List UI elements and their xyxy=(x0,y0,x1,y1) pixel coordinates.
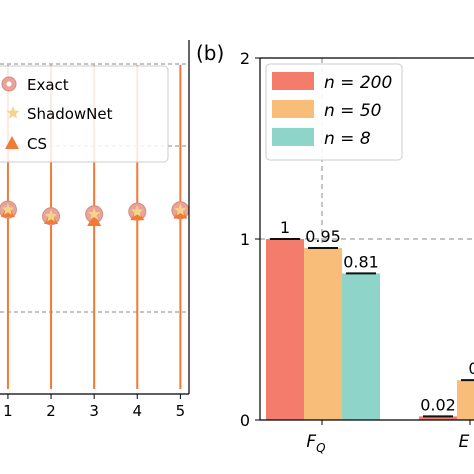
legend-exact-label: Exact xyxy=(27,76,69,94)
y-tick-label: 2 xyxy=(240,49,250,68)
legend-swatch xyxy=(272,72,314,90)
legend-label: n = 50 xyxy=(324,101,381,121)
bar-value-label: 0. xyxy=(468,359,474,378)
legend-label: n = 8 xyxy=(324,129,371,149)
x-category-main: E xyxy=(459,432,470,452)
shadownet-point xyxy=(87,207,101,220)
legend-swatch xyxy=(272,128,314,146)
x-tick-label: 4 xyxy=(132,402,142,420)
panel-b-bars: 1 0.02 0.95 0. 0.81 xyxy=(266,218,474,420)
x-tick-label: 3 xyxy=(89,402,99,420)
legend-shadownet-marker xyxy=(6,106,20,119)
bar xyxy=(266,239,304,420)
bar-value-label: 1 xyxy=(280,218,290,237)
legend-exact-marker-center xyxy=(6,81,12,87)
panel-b: (b) 1 0.02 0.95 0. 0.81 0 1 2 FQ E n = 200 n = 50… xyxy=(196,41,474,455)
panel-b-ticks: 0 1 2 FQ E xyxy=(240,49,471,455)
x-tick-label: 2 xyxy=(46,402,56,420)
x-category-main: F xyxy=(306,432,316,452)
x-category-label: E xyxy=(459,432,470,452)
x-tick-label: 5 xyxy=(176,402,186,420)
x-tick-label: 1 xyxy=(3,402,13,420)
bar-value-label: 0.81 xyxy=(343,252,379,271)
panel-b-legend[interactable]: n = 200 n = 50 n = 8 xyxy=(265,63,403,161)
shadownet-point xyxy=(1,203,15,215)
y-tick-label: 0 xyxy=(240,411,250,430)
panel-a-x-ticks: 1 2 3 4 5 xyxy=(3,394,185,420)
legend-label: n = 200 xyxy=(324,73,392,93)
y-tick-label: 1 xyxy=(240,230,250,249)
bar xyxy=(342,273,380,420)
legend-cs-label: CS xyxy=(27,135,47,153)
legend-shadownet-label: ShadowNet xyxy=(27,105,113,123)
bar-value-label: 0.95 xyxy=(305,227,341,246)
bar-value-label: 0.02 xyxy=(420,395,456,414)
shadownet-point xyxy=(131,205,144,217)
panel-a-legend[interactable]: Exact ShadowNet CS xyxy=(0,65,169,163)
x-category-subscript: Q xyxy=(316,441,325,455)
cs-point xyxy=(87,213,102,226)
shadownet-point xyxy=(174,203,187,216)
legend-swatch xyxy=(272,100,314,118)
legend-frame xyxy=(0,65,169,163)
bar xyxy=(304,248,342,420)
shadownet-point xyxy=(44,209,58,222)
x-category-label: FQ xyxy=(306,432,325,455)
panel-b-label: (b) xyxy=(196,41,224,65)
panel-a: 1 2 3 4 5 Exact ShadowNet CS xyxy=(0,40,190,420)
bar xyxy=(419,416,457,420)
legend-cs-marker xyxy=(5,136,19,149)
bar xyxy=(457,380,474,420)
